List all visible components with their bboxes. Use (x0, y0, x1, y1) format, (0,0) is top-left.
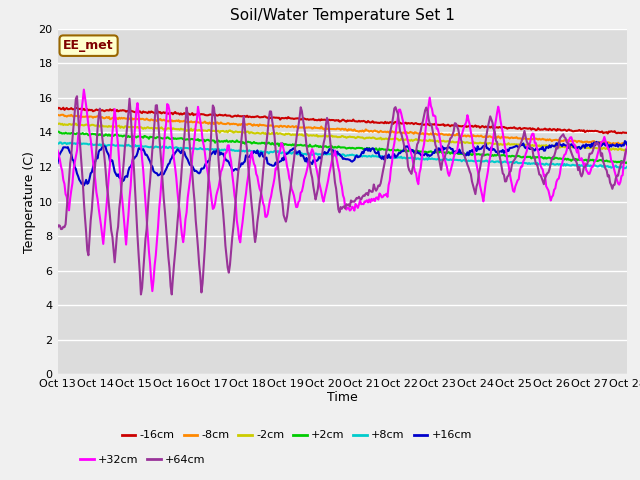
Legend: +32cm, +64cm: +32cm, +64cm (76, 450, 210, 469)
Y-axis label: Temperature (C): Temperature (C) (23, 151, 36, 252)
X-axis label: Time: Time (327, 391, 358, 404)
Title: Soil/Water Temperature Set 1: Soil/Water Temperature Set 1 (230, 9, 455, 24)
Text: EE_met: EE_met (63, 39, 114, 52)
